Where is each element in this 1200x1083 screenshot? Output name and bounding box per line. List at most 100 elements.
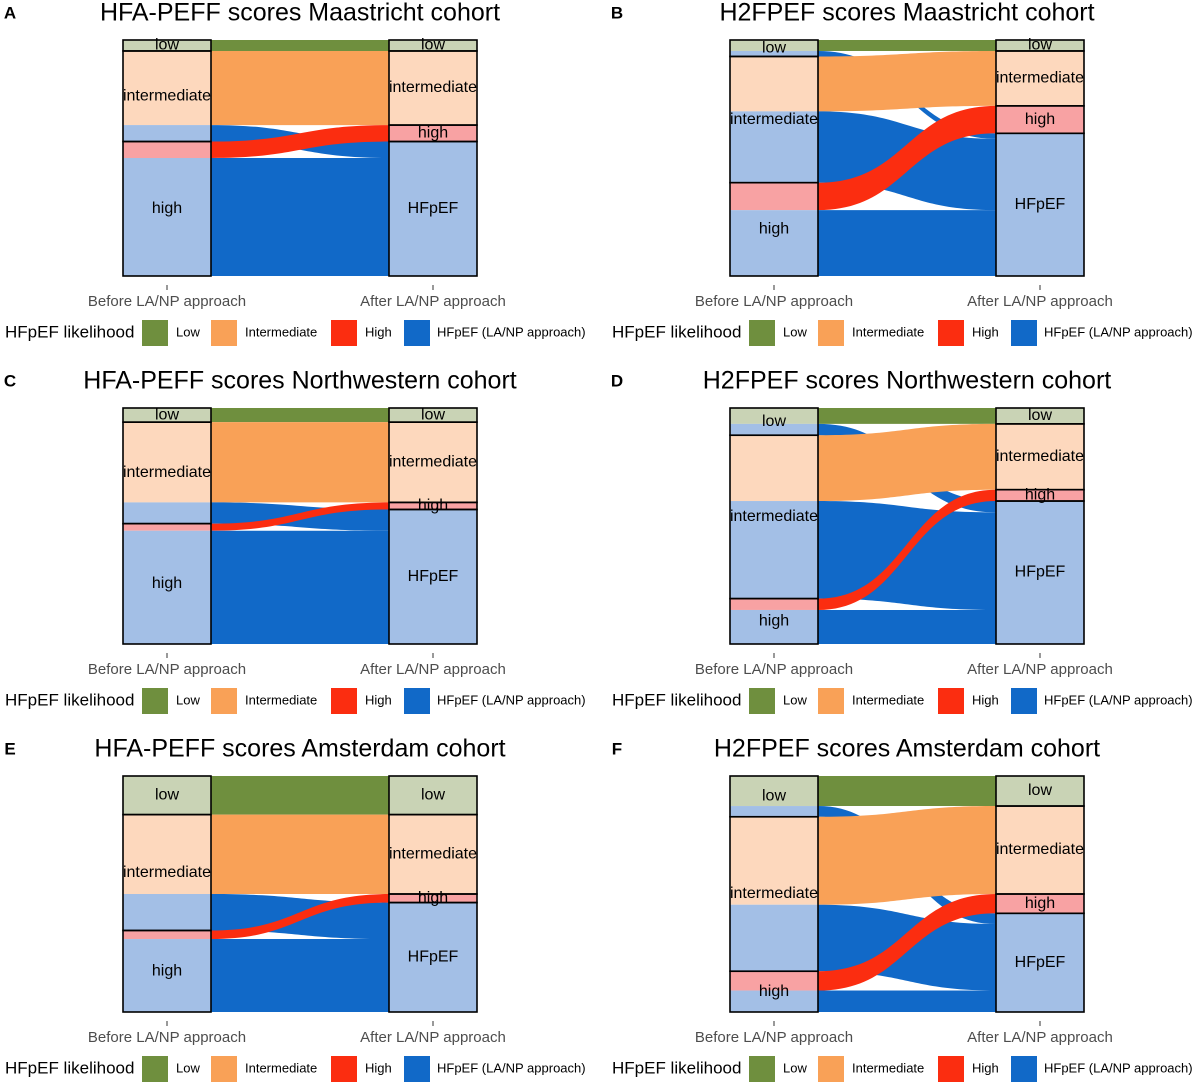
chart-panel-b: B H2FPEF scores Maastricht cohort low inter… (611, 0, 1193, 346)
legend-label-intermediate: Intermediate (245, 1060, 317, 1075)
legend-label-intermediate: Intermediate (245, 324, 317, 339)
legend-swatch-intermediate (211, 320, 237, 346)
stratum-label-right: low (421, 787, 445, 804)
chart-panel-f: F H2FPEF scores Amsterdam cohort low interm… (612, 735, 1193, 1082)
right-bar-segment (996, 489, 1084, 502)
left-bar-segment (123, 422, 211, 503)
axis-category-label: After LA/NP approach (967, 1029, 1113, 1046)
left-bar-segment (123, 930, 211, 940)
stratum-box-left (122, 140, 212, 277)
stratum-box-right (995, 500, 1085, 645)
legend-label-hfpef: HFpEF (LA/NP approach) (1044, 692, 1193, 707)
legend-label-intermediate: Intermediate (245, 692, 317, 707)
axis-category-label: Before LA/NP approach (88, 661, 246, 678)
legend-swatch-low (749, 688, 775, 714)
stratum-label-right: high (1025, 111, 1055, 128)
stratum-label-left: intermediate (730, 885, 818, 902)
stratum-label-left: low (762, 39, 786, 56)
panel-letter: B (611, 3, 623, 22)
stratum-label-left: low (155, 787, 179, 804)
flow-low (211, 776, 389, 815)
strata: low intermediate high low intermediate high HF… (729, 775, 1085, 1013)
legend-label-hfpef: HFpEF (LA/NP approach) (437, 324, 586, 339)
legend-label-low: Low (176, 1060, 200, 1075)
legend-title: HFpEF likelihood (5, 322, 134, 341)
stratum-label-right: high (418, 890, 448, 907)
flow-hfpef (211, 158, 389, 276)
right-bar-segment (389, 814, 477, 894)
stratum-label-right: HFpEF (1015, 564, 1066, 581)
legend-label-low: Low (783, 1060, 807, 1075)
legend: HFpEF likelihood Low Intermediate High HFpEF… (612, 1056, 1193, 1082)
strata: low intermediate high low intermediate high HF… (122, 37, 478, 277)
axis-category-label: Before LA/NP approach (695, 293, 853, 310)
stratum-label-right: intermediate (389, 79, 477, 96)
legend-swatch-hfpef (1011, 320, 1037, 346)
left-bar-segment (730, 609, 818, 644)
strata: low intermediate high low intermediate high HF… (122, 406, 478, 645)
legend-label-high: High (972, 324, 999, 339)
legend-swatch-hfpef (404, 320, 430, 346)
legend-label-low: Low (176, 692, 200, 707)
legend-title: HFpEF likelihood (5, 1058, 134, 1077)
legend-swatch-high (331, 688, 357, 714)
stratum-label-right: intermediate (996, 70, 1084, 87)
legend-swatch-low (142, 1056, 168, 1082)
right-bar-segment (996, 40, 1084, 51)
legend-swatch-low (142, 688, 168, 714)
right-bar-segment (389, 894, 477, 903)
stratum-box-right (388, 508, 478, 645)
chart-title: H2FPEF scores Maastricht cohort (719, 0, 1094, 27)
flow-intermediate (211, 50, 389, 126)
flow-low (818, 776, 996, 807)
legend-swatch-hfpef (1011, 1056, 1037, 1082)
legend-label-hfpef: HFpEF (LA/NP approach) (1044, 324, 1193, 339)
right-bar-segment (996, 913, 1084, 1012)
stratum-label-right: HFpEF (1015, 954, 1066, 971)
left-bar-segment (730, 423, 818, 436)
legend-label-hfpef: HFpEF (LA/NP approach) (437, 1060, 586, 1075)
left-bar-segment (123, 530, 211, 644)
strata: low intermediate high low intermediate high HF… (122, 775, 478, 1013)
left-bar-segment (730, 904, 818, 972)
legend-swatch-low (142, 320, 168, 346)
right-bar-segment (389, 125, 477, 142)
flow-high (818, 894, 996, 991)
axis-category-label: After LA/NP approach (967, 661, 1113, 678)
stratum-box-right (388, 140, 478, 277)
legend-label-hfpef: HFpEF (LA/NP approach) (437, 692, 586, 707)
legend-label-intermediate: Intermediate (852, 324, 924, 339)
axis-category-label: After LA/NP approach (967, 293, 1113, 310)
left-bar-segment (123, 40, 211, 51)
panel-letter: E (4, 739, 15, 758)
left-bar-segment (123, 894, 211, 931)
right-bar-segment (996, 133, 1084, 276)
left-bar-segment (123, 408, 211, 423)
flows (211, 40, 389, 276)
legend-swatch-low (749, 1056, 775, 1082)
right-bar-segment (996, 105, 1084, 134)
legend-title: HFpEF likelihood (612, 322, 741, 341)
left-bar-segment (123, 776, 211, 815)
legend-label-low: Low (176, 324, 200, 339)
axis-category-label: Before LA/NP approach (88, 1029, 246, 1046)
legend-swatch-intermediate (211, 688, 237, 714)
stratum-label-left: intermediate (730, 111, 818, 128)
chart-title: HFA-PEFF scores Maastricht cohort (100, 0, 500, 27)
legend-label-high: High (972, 1060, 999, 1075)
left-bar-segment (730, 971, 818, 991)
right-bar-segment (389, 141, 477, 276)
left-bar-segment (730, 776, 818, 807)
stratum-label-left: low (155, 37, 179, 54)
stratum-label-left: high (152, 200, 182, 217)
flow-intermediate (818, 806, 996, 905)
flow-high (211, 125, 389, 158)
flow-low (211, 40, 389, 51)
legend-label-high: High (365, 324, 392, 339)
flow-low (211, 408, 389, 423)
legend-swatch-high (938, 320, 964, 346)
legend-swatch-high (331, 320, 357, 346)
left-bar-segment (730, 56, 818, 112)
stratum-label-left: high (152, 962, 182, 979)
axis-category-label: After LA/NP approach (360, 1029, 506, 1046)
